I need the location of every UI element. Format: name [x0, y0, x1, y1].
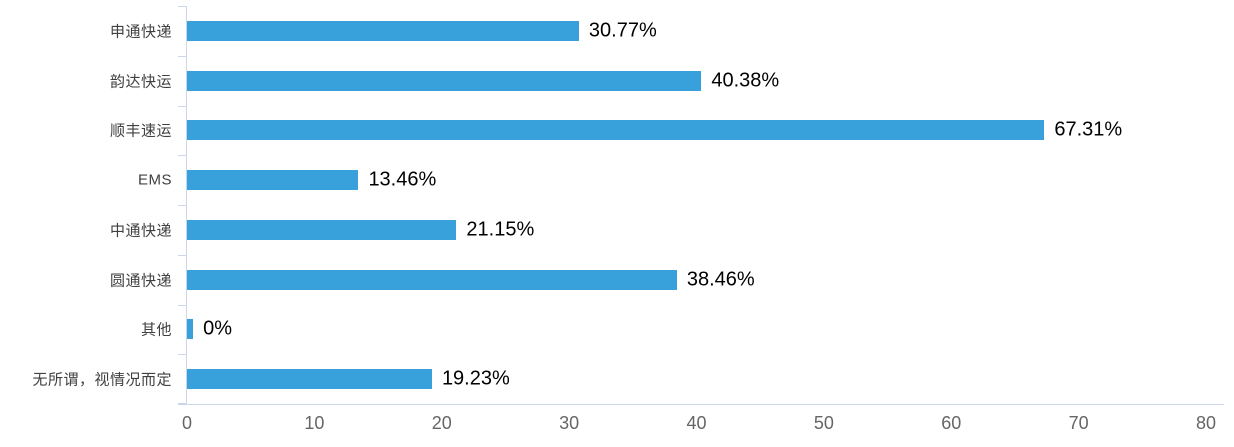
x-axis-tick-label: 50: [813, 413, 834, 433]
bar: [187, 70, 702, 91]
category-label: EMS: [137, 171, 172, 189]
bar-row: 中通快递 21.15%: [110, 205, 1206, 255]
y-axis-tick: [178, 304, 186, 306]
y-axis-tick: [178, 105, 186, 107]
x-axis-tick-label: 80: [1195, 413, 1217, 433]
value-label: 19.23%: [441, 367, 510, 390]
y-axis-tick: [178, 205, 186, 206]
x-axis-tick-label: 10: [304, 413, 325, 433]
bar: [187, 170, 359, 191]
value-label: 40.38%: [711, 69, 780, 92]
y-axis-tick: [178, 354, 186, 356]
x-axis-tick-label: 0: [181, 413, 193, 433]
y-axis-tick: [178, 254, 186, 256]
plot-area: 申通快递 30.77% 韵达快运 40.38% 顺丰速运 67.31% EMS …: [32, 6, 1224, 433]
category-label: 无所谓，视情况而定: [32, 371, 172, 389]
x-axis-tick-label: 40: [686, 413, 707, 433]
bar: [187, 20, 579, 41]
y-axis-tick: [178, 155, 186, 157]
value-label: 67.31%: [1054, 118, 1123, 141]
bar-row: EMS 13.46%: [138, 155, 1206, 205]
y-axis-tick: [178, 403, 186, 404]
x-axis-labels: 0 10 20 30 40 50 60 70 80: [182, 413, 1216, 437]
category-label: 韵达快运: [109, 73, 172, 91]
bar: [187, 369, 432, 390]
bar-row: 顺丰速运 67.31%: [110, 106, 1206, 156]
x-axis-tick-label: 60: [941, 413, 962, 433]
x-axis-line: [178, 404, 1224, 405]
bar: [187, 120, 1045, 141]
bar: [187, 319, 194, 340]
value-label: 0%: [203, 317, 233, 340]
bar-row: 韵达快运 40.38%: [110, 56, 1206, 106]
value-label: 38.46%: [686, 268, 755, 291]
bar: [187, 219, 457, 240]
category-label: 中通快递: [109, 222, 172, 240]
category-label: 顺丰速运: [109, 122, 172, 140]
y-axis-tick: [178, 55, 186, 57]
x-axis-tick-label: 70: [1068, 413, 1089, 433]
value-label: 13.46%: [368, 168, 437, 191]
x-axis-tick-label: 30: [559, 413, 580, 433]
y-axis-tick: [178, 6, 186, 7]
value-label: 30.77%: [588, 19, 657, 42]
value-label: 21.15%: [466, 218, 535, 241]
bar-row: 申通快递 30.77%: [110, 6, 1206, 56]
category-label: 圆通快递: [109, 272, 172, 290]
bar-row: 无所谓，视情况而定 19.23%: [32, 354, 1206, 404]
bars-container: 申通快递 30.77% 韵达快运 40.38% 顺丰速运 67.31% EMS …: [32, 6, 1206, 404]
bar-row: 其他 0%: [141, 305, 1206, 355]
bar: [187, 269, 677, 290]
category-label: 其他: [140, 321, 172, 339]
category-label: 申通快递: [109, 23, 172, 41]
bar-row: 圆通快递 38.46%: [110, 255, 1206, 305]
x-axis-tick-label: 20: [431, 413, 452, 433]
